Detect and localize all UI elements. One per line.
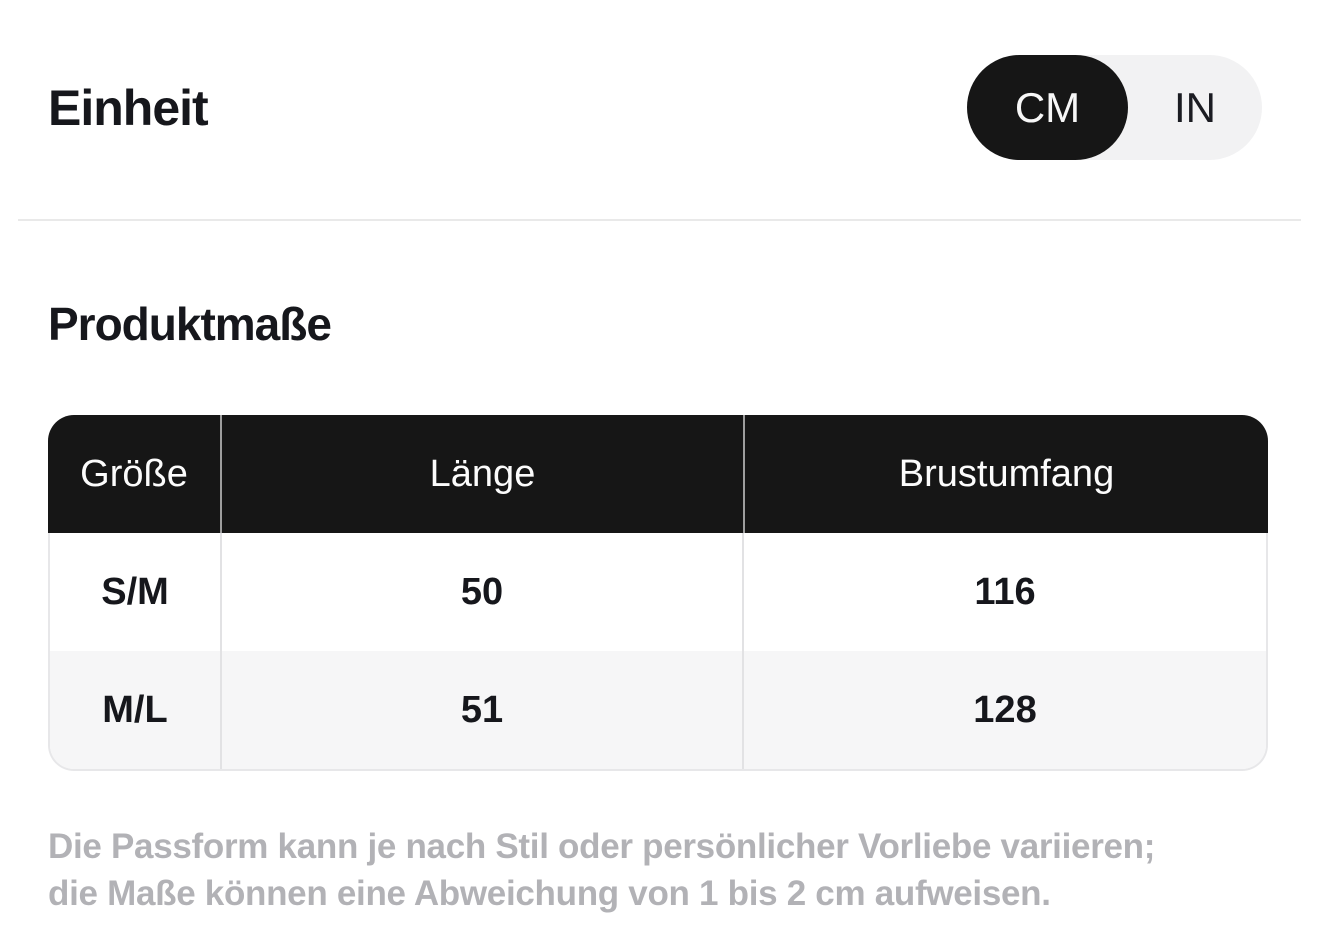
unit-toggle-option-in[interactable]: IN: [1128, 55, 1262, 160]
length-cell: 50: [222, 533, 744, 651]
table-body: S/M 50 116 M/L 51 128: [48, 533, 1268, 771]
unit-toggle-option-cm[interactable]: CM: [967, 55, 1128, 160]
fit-disclaimer: Die Passform kann je nach Stil oder pers…: [48, 823, 1279, 917]
size-cell: M/L: [50, 651, 222, 769]
measurements-table: Größe Länge Brustumfang S/M 50 116 M/L 5…: [48, 415, 1268, 771]
length-cell: 51: [222, 651, 744, 769]
chest-cell: 128: [973, 688, 1037, 731]
product-measurements-title: Produktmaße: [48, 298, 332, 350]
section-divider: [18, 219, 1301, 221]
unit-section: Einheit CM IN: [0, 0, 1319, 160]
fit-disclaimer-line: Die Passform kann je nach Stil oder pers…: [48, 827, 1156, 866]
size-cell: S/M: [50, 533, 222, 651]
table-row: S/M 50 116: [50, 533, 1266, 651]
column-header-chest: Brustumfang: [898, 452, 1115, 495]
table-row: M/L 51 128: [50, 651, 1266, 769]
chest-cell: 116: [974, 570, 1036, 613]
column-header-size: Größe: [48, 415, 222, 533]
unit-section-title: Einheit: [48, 79, 209, 136]
column-header-length: Länge: [222, 415, 745, 533]
unit-toggle[interactable]: CM IN: [967, 55, 1262, 160]
table-header-row: Größe Länge Brustumfang: [48, 415, 1268, 533]
fit-disclaimer-line: die Maße können eine Abweichung von 1 bi…: [48, 874, 1051, 913]
